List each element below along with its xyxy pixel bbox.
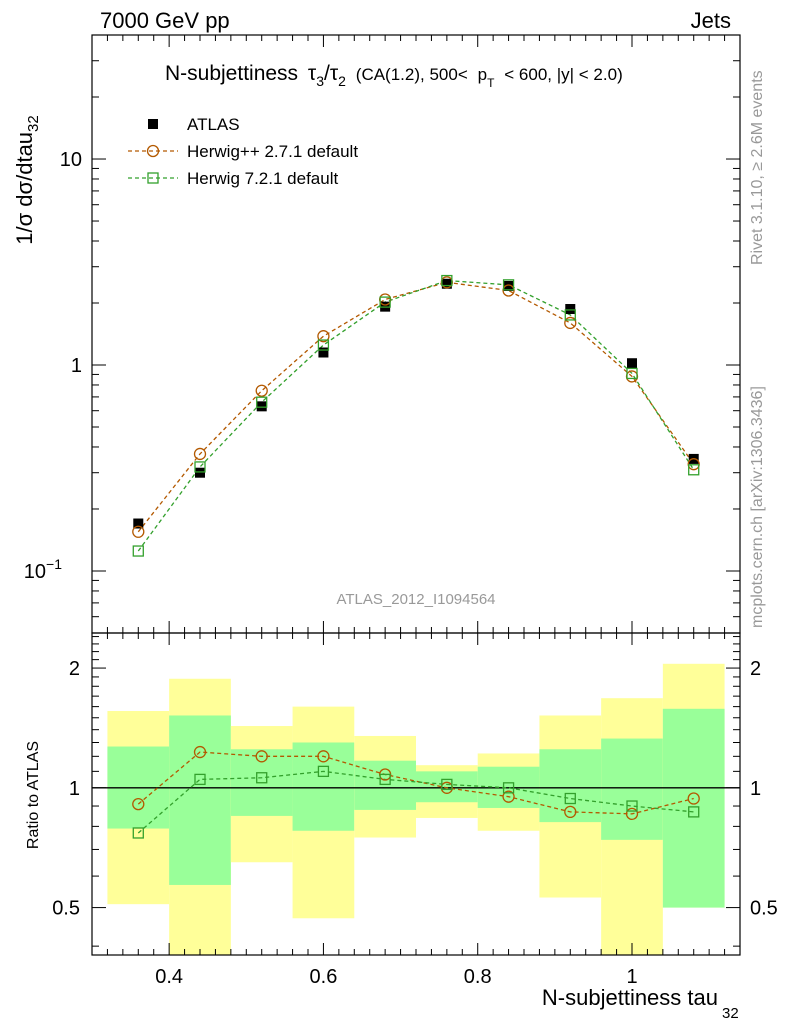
band-inner bbox=[416, 771, 478, 803]
open-square-marker bbox=[626, 367, 638, 380]
open-circle-marker bbox=[193, 745, 207, 759]
band-inner bbox=[601, 738, 663, 840]
open-square-marker bbox=[317, 339, 330, 351]
open-square-marker bbox=[132, 545, 144, 557]
legend-label: Herwig 7.2.1 default bbox=[187, 169, 338, 188]
series-line bbox=[137, 770, 694, 834]
open-circle-marker bbox=[193, 447, 207, 461]
open-circle-marker bbox=[255, 384, 268, 397]
filled-square-marker bbox=[503, 280, 514, 291]
main-axes: 10 1 10−1 bbox=[24, 34, 741, 634]
y-tick-label: 2 bbox=[69, 658, 80, 680]
open-square-marker bbox=[317, 765, 330, 778]
open-square-marker bbox=[379, 773, 391, 786]
open-circle-marker bbox=[317, 750, 330, 763]
open-circle-marker bbox=[687, 792, 700, 805]
open-square-marker bbox=[379, 296, 391, 308]
open-circle-marker bbox=[132, 525, 145, 538]
open-square-marker bbox=[688, 806, 700, 818]
x-tick-label: 0.8 bbox=[464, 966, 492, 988]
y-tick-label-right: 0.5 bbox=[750, 898, 778, 920]
open-square-marker bbox=[502, 782, 515, 794]
y-tick-label-right: 1 bbox=[750, 778, 761, 800]
open-circle-marker bbox=[255, 750, 268, 763]
open-square-marker bbox=[194, 461, 206, 473]
open-square-marker bbox=[441, 274, 453, 287]
open-square-marker bbox=[688, 464, 700, 476]
x-tick-label: 0.6 bbox=[310, 966, 338, 988]
ratio-uncertainty-bands bbox=[92, 663, 740, 955]
open-circle-marker bbox=[564, 805, 577, 819]
filled-square-marker bbox=[318, 347, 329, 358]
filled-square-marker bbox=[133, 518, 144, 529]
ratio-y-axis-label: Ratio to ATLAS bbox=[25, 741, 42, 849]
x-axis-label-sub: 32 bbox=[722, 1005, 739, 1022]
title-main: N-subjettiness bbox=[165, 62, 298, 85]
band-inner bbox=[169, 715, 231, 885]
open-square-marker bbox=[441, 778, 453, 791]
filled-square-marker bbox=[148, 119, 158, 129]
category-label: Jets bbox=[691, 8, 731, 33]
band-inner bbox=[662, 708, 725, 908]
series-line bbox=[137, 279, 695, 552]
open-circle-marker bbox=[625, 807, 639, 821]
energy-label: 7000 GeV pp bbox=[100, 8, 230, 33]
main-y-axis-label: 1/σ dσ/dtau32 bbox=[12, 115, 42, 244]
filled-square-marker bbox=[195, 467, 205, 478]
open-circle-marker bbox=[564, 316, 577, 330]
ratio-markers bbox=[132, 745, 700, 839]
main-series-lines bbox=[137, 279, 695, 552]
x-tick-label: 0.4 bbox=[155, 966, 183, 988]
filled-square-marker bbox=[256, 401, 267, 412]
open-square-marker bbox=[256, 396, 268, 408]
rivet-label: Rivet 3.1.10, ≥ 2.6M events bbox=[749, 70, 766, 265]
x-axis-label: N-subjettiness tau bbox=[542, 985, 718, 1010]
analysis-watermark: ATLAS_2012_I1094564 bbox=[336, 591, 495, 608]
open-square-marker bbox=[194, 773, 206, 786]
x-tick-label: 1 bbox=[626, 966, 637, 988]
open-square-marker bbox=[564, 792, 576, 805]
y-tick-label: 1 bbox=[69, 778, 80, 800]
ratio-axes: 0.4 0.6 0.8 1 0.5 0.5 1 1 2 2 bbox=[52, 632, 778, 988]
open-circle-marker bbox=[502, 284, 515, 297]
mcplots-label: mcplots.cern.ch [arXiv:1306.3436] bbox=[749, 386, 766, 628]
series-line bbox=[137, 281, 695, 533]
title-cut-suffix: < 600, |y| < 2.0) bbox=[504, 65, 622, 84]
ratio-series-lines bbox=[137, 751, 694, 834]
open-circle-marker bbox=[132, 797, 145, 811]
open-square-marker bbox=[626, 800, 638, 812]
filled-square-marker bbox=[441, 278, 452, 289]
y-tick-label: 1 bbox=[71, 355, 82, 377]
band-inner bbox=[292, 742, 355, 831]
open-square-marker bbox=[256, 772, 268, 784]
open-square-marker bbox=[502, 279, 515, 291]
chart-title: N-subjettiness τ3/τ2 (CA(1.2), 500< pT <… bbox=[165, 62, 623, 92]
open-square-marker bbox=[147, 172, 159, 184]
filled-square-marker bbox=[627, 358, 637, 369]
legend-label: Herwig++ 2.7.1 default bbox=[187, 142, 358, 161]
legend-label: ATLAS bbox=[187, 115, 240, 134]
open-circle-marker bbox=[502, 790, 515, 803]
open-square-marker bbox=[132, 827, 144, 839]
open-circle-marker bbox=[146, 144, 160, 158]
y-tick-label: 10 bbox=[60, 149, 82, 171]
legend: ATLAS Herwig++ 2.7.1 default Herwig 7.2.1 … bbox=[128, 115, 358, 188]
open-square-marker bbox=[564, 309, 576, 321]
y-tick-label-right: 2 bbox=[750, 658, 761, 680]
filled-square-marker bbox=[565, 304, 576, 315]
y-tick-label: 0.5 bbox=[52, 898, 80, 920]
band-inner bbox=[539, 749, 602, 823]
y-tick-label: 10−1 bbox=[24, 556, 62, 583]
open-circle-marker bbox=[317, 330, 330, 343]
title-cut-prefix: (CA(1.2), 500< bbox=[356, 65, 468, 84]
main-markers bbox=[132, 274, 700, 557]
